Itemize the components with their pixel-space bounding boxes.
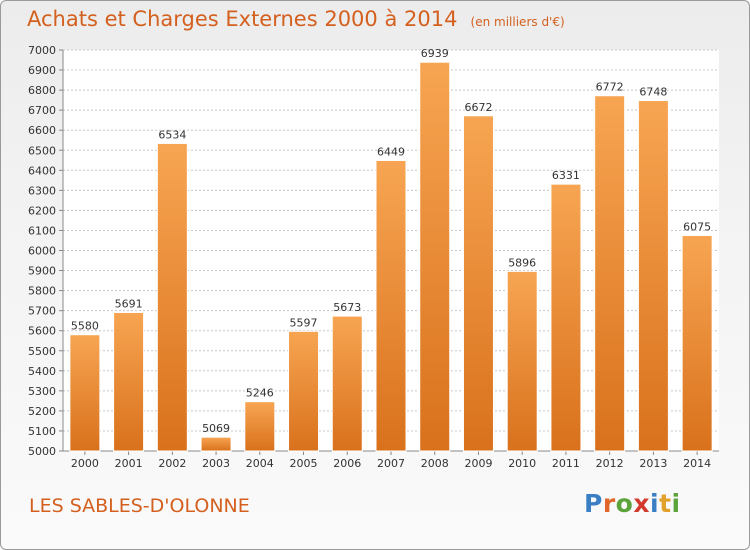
title-row: Achats et Charges Externes 2000 à 2014 (… (27, 7, 565, 31)
chart-subtitle: (en milliers d'€) (470, 15, 565, 29)
data-labels: 5580 5691 6534 5069 5246 5597 5673 6449 6939 6672… (71, 47, 711, 435)
x-tick-label-2012: 2012 (596, 457, 624, 470)
data-label-2009: 6672 (464, 101, 492, 114)
y-tick-label: 6700 (28, 104, 56, 117)
x-tick-label-2000: 2000 (71, 457, 99, 470)
data-label-2004: 5246 (246, 387, 274, 400)
logo-letter: o (615, 489, 634, 518)
data-label-2007: 6449 (377, 145, 405, 158)
y-tick-label: 6600 (28, 124, 56, 137)
bar-2012 (594, 95, 626, 452)
x-tick-labels: 2000 2001 2002 2003 2004 2005 2006 2007 2008 2009… (71, 457, 711, 470)
y-tick-label: 5400 (28, 365, 56, 378)
y-tick-label: 6100 (28, 224, 56, 237)
bar-2011 (550, 183, 582, 452)
data-label-2001: 5691 (115, 297, 143, 310)
data-label-2010: 5896 (508, 256, 536, 269)
logo-letter: x (633, 489, 650, 518)
y-tick-label: 5200 (28, 405, 56, 418)
logo-letter: t (659, 489, 672, 518)
bar-2009 (462, 115, 494, 452)
data-label-2000: 5580 (71, 320, 99, 333)
y-tick-label: 5700 (28, 305, 56, 318)
y-tick-label: 5500 (28, 345, 56, 358)
y-tick-label: 5100 (28, 425, 56, 438)
bar-2013 (637, 100, 669, 452)
x-tick-label-2009: 2009 (464, 457, 492, 470)
data-label-2006: 5673 (333, 301, 361, 314)
data-label-2011: 6331 (552, 169, 580, 182)
data-label-2014: 6075 (683, 220, 711, 233)
y-tick-label: 6500 (28, 144, 56, 157)
x-tick-label-2005: 2005 (290, 457, 318, 470)
bars (69, 61, 713, 452)
logo-letter: r (602, 489, 616, 518)
data-label-2012: 6772 (596, 81, 624, 94)
x-tick-label-2014: 2014 (683, 457, 711, 470)
bar-2007 (375, 159, 407, 452)
data-label-2005: 5597 (290, 316, 318, 329)
bar-2005 (288, 330, 320, 452)
y-tick-label: 5600 (28, 325, 56, 338)
y-tick-label: 6200 (28, 204, 56, 217)
y-tick-label: 6300 (28, 184, 56, 197)
data-label-2008: 6939 (421, 47, 449, 60)
y-tick-label: 6400 (28, 164, 56, 177)
y-tick-label: 6000 (28, 245, 56, 258)
commune-name: LES SABLES-D'OLONNE (29, 495, 250, 517)
x-tick-label-2007: 2007 (377, 457, 405, 470)
logo-letter: i (650, 489, 660, 518)
y-tick-label: 6900 (28, 64, 56, 77)
bar-chart: 5580 5691 6534 5069 5246 5597 5673 6449 6939 6672… (28, 44, 719, 470)
y-tick-label: 5900 (28, 265, 56, 278)
bar-2000 (69, 334, 101, 452)
y-tick-labels: 5000 5100 5200 5300 5400 5500 5600 5700 5800 5900… (28, 44, 56, 458)
bar-2004 (244, 401, 276, 452)
bar-2003 (200, 436, 232, 452)
x-tick-label-2003: 2003 (202, 457, 230, 470)
y-tick-label: 5300 (28, 385, 56, 398)
logo-letter: i (671, 489, 681, 518)
bar-2014 (681, 234, 713, 452)
bar-2008 (419, 61, 451, 452)
x-tick-label-2011: 2011 (552, 457, 580, 470)
x-tick-label-2013: 2013 (639, 457, 667, 470)
data-label-2003: 5069 (202, 422, 230, 435)
x-tick-label-2001: 2001 (115, 457, 143, 470)
data-label-2013: 6748 (639, 86, 667, 99)
bar-2001 (113, 311, 145, 452)
x-tick-label-2002: 2002 (158, 457, 186, 470)
x-tick-label-2006: 2006 (333, 457, 361, 470)
proxiti-logo: Proxiti (584, 489, 681, 518)
y-tick-label: 7000 (28, 44, 56, 57)
y-tick-label: 6800 (28, 84, 56, 97)
bar-2010 (506, 270, 538, 452)
x-tick-label-2004: 2004 (246, 457, 274, 470)
x-tick-label-2008: 2008 (421, 457, 449, 470)
chart-title: Achats et Charges Externes 2000 à 2014 (27, 7, 458, 31)
x-tick-label-2010: 2010 (508, 457, 536, 470)
y-tick-label: 5000 (28, 445, 56, 458)
data-label-2002: 6534 (158, 128, 186, 141)
bar-2002 (156, 142, 188, 452)
bar-2006 (331, 315, 363, 452)
logo-letter: P (584, 489, 603, 518)
y-tick-label: 5800 (28, 285, 56, 298)
